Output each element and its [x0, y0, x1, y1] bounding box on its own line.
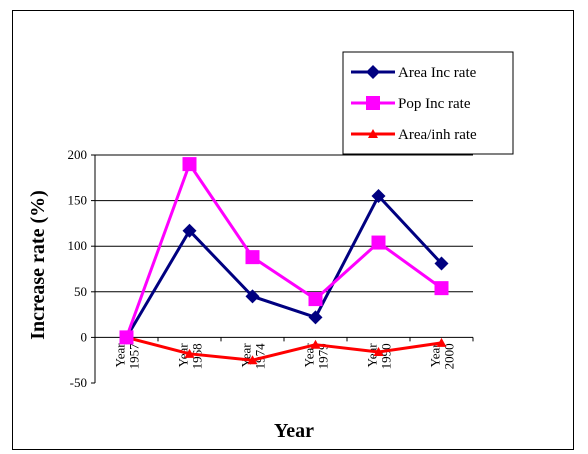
data-point-s2 — [120, 330, 134, 344]
data-point-s2 — [246, 250, 260, 264]
y-tick-label: 0 — [81, 329, 88, 344]
series-line-2 — [127, 164, 442, 337]
legend-marker — [366, 96, 380, 110]
legend-label: Area Inc rate — [398, 65, 477, 81]
data-point-s1 — [309, 310, 323, 324]
y-tick-label: 100 — [68, 238, 88, 253]
series-lines — [127, 164, 442, 360]
y-tick-labels: -50 0 50 100 150 200 — [68, 147, 88, 390]
y-tick-label: 200 — [68, 147, 88, 162]
x-axis-title: Year — [274, 420, 314, 442]
series-line-1 — [127, 196, 442, 337]
data-point-s2 — [309, 292, 323, 306]
data-point-s2 — [435, 281, 449, 295]
legend-label: Pop Inc rate — [398, 96, 471, 112]
x-tick-label: Year1990 — [365, 343, 394, 370]
data-point-s2 — [372, 236, 386, 250]
y-tick-label: 50 — [74, 284, 87, 299]
series-markers — [120, 157, 449, 364]
legend-label: Area/inh rate — [398, 127, 477, 143]
y-tick-label: -50 — [70, 375, 87, 390]
y-tick-label: 150 — [68, 193, 88, 208]
x-tick-label: Year1957 — [113, 343, 142, 370]
y-axis-title: Increase rate (%) — [27, 190, 49, 340]
legend: Area Inc rate Pop Inc rate Area/inh rate — [343, 52, 513, 154]
data-point-s2 — [183, 157, 197, 171]
